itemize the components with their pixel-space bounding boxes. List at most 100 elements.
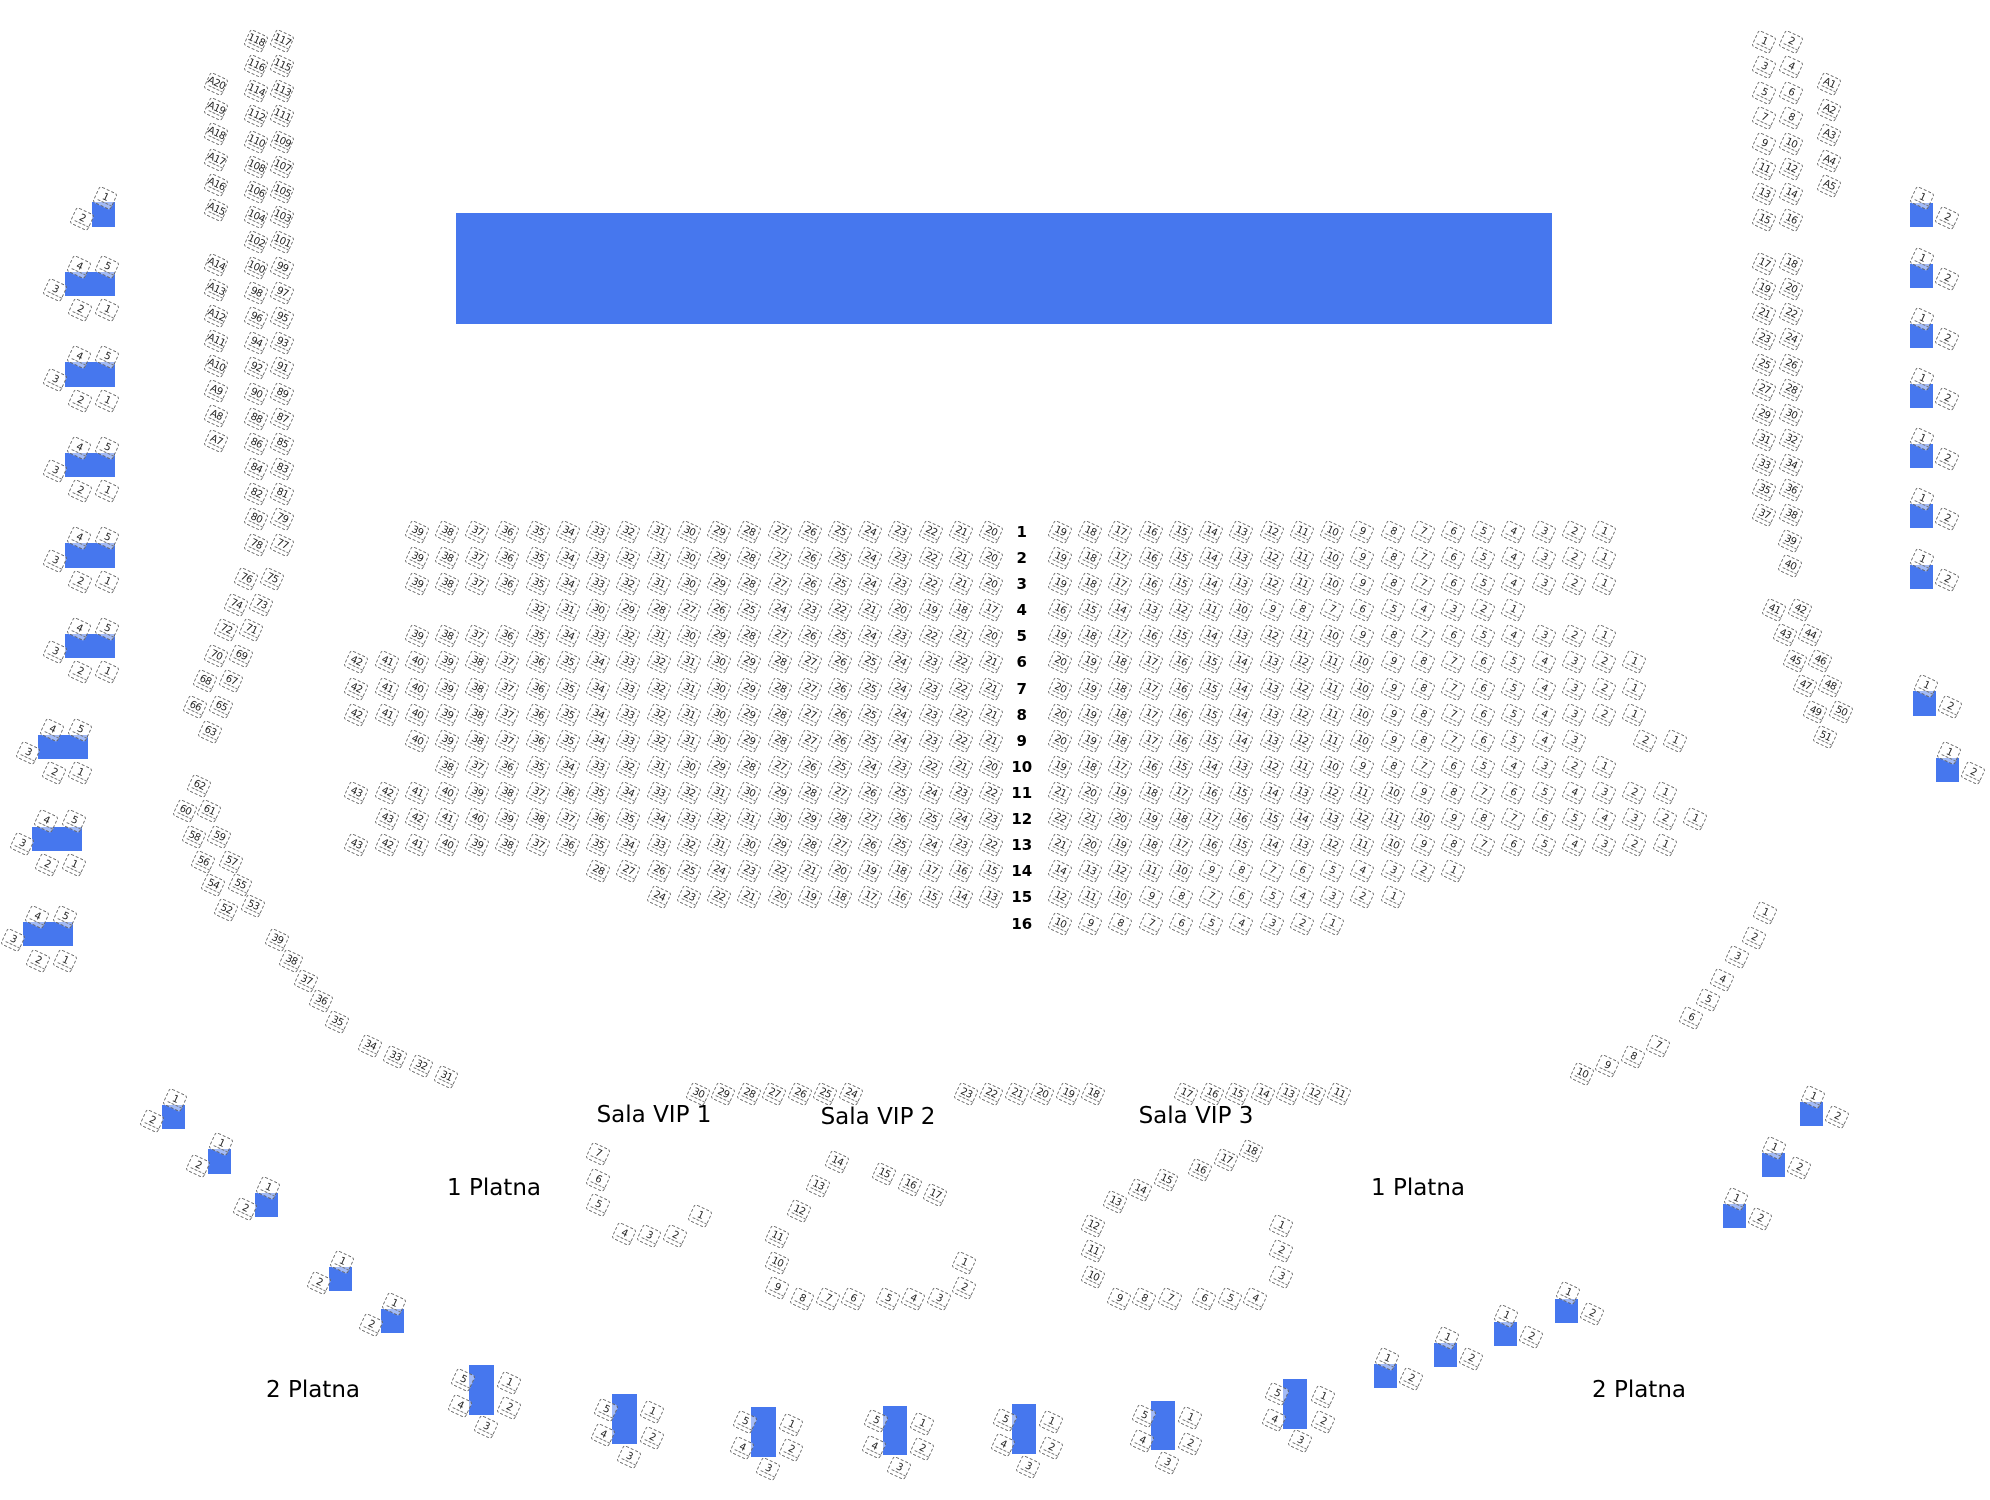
seat-row-4[interactable]: 4 xyxy=(1409,597,1436,623)
seat-row-10[interactable]: 17 xyxy=(1107,754,1134,780)
seat-row-10[interactable]: 11 xyxy=(1289,754,1315,780)
seat-row-11[interactable]: 31 xyxy=(706,780,732,806)
seat-row-8[interactable]: 12 xyxy=(1289,702,1315,728)
seat-row-6[interactable]: 23 xyxy=(917,650,944,675)
seat-row-14[interactable]: 11 xyxy=(1137,858,1164,884)
seat-row-10[interactable]: 19 xyxy=(1047,754,1073,780)
seat-balcony[interactable]: 95 xyxy=(269,305,295,331)
seat-row-2[interactable]: 19 xyxy=(1047,545,1073,571)
seat-row-13[interactable]: 1 xyxy=(1651,832,1678,858)
seat-balcony[interactable]: 60 xyxy=(172,798,198,824)
seat-balcony[interactable]: 48 xyxy=(1817,673,1844,699)
seat-row-14[interactable]: 28 xyxy=(585,858,611,884)
seat-box[interactable]: 23 xyxy=(952,1082,979,1107)
seat-row-4[interactable]: 21 xyxy=(857,597,884,623)
seat-row-2[interactable]: 2 xyxy=(1561,545,1587,571)
seat-row-4[interactable]: 22 xyxy=(827,597,853,623)
seat-balcony[interactable]: 14 xyxy=(1778,182,1804,207)
table-seat[interactable]: 2 xyxy=(1785,1156,1812,1181)
seat-row-11[interactable]: 9 xyxy=(1409,780,1436,806)
seat-row-14[interactable]: 6 xyxy=(1289,858,1315,884)
seat-row-12[interactable]: 8 xyxy=(1470,806,1497,832)
seat-balcony[interactable]: 93 xyxy=(269,330,295,356)
seat-row-3[interactable]: 36 xyxy=(494,571,521,597)
seat-row-10[interactable]: 32 xyxy=(615,754,642,780)
seat-row-2[interactable]: 12 xyxy=(1258,545,1285,571)
seat-row-9[interactable]: 13 xyxy=(1258,728,1285,754)
seat-row-11[interactable]: 42 xyxy=(373,780,400,806)
seat-row-12[interactable]: 13 xyxy=(1319,806,1345,832)
seat-row-10[interactable]: 3 xyxy=(1530,754,1557,780)
table-seat[interactable]: 3 xyxy=(41,277,68,302)
seat-row-6[interactable]: 1 xyxy=(1621,650,1648,675)
seat-balcony[interactable]: 16 xyxy=(1778,207,1804,233)
seat-row-15[interactable]: 5 xyxy=(1258,885,1285,910)
seat-row-6[interactable]: 31 xyxy=(675,650,702,675)
seat-row-11[interactable]: 36 xyxy=(555,780,581,806)
seat-row-13[interactable]: 24 xyxy=(917,832,944,858)
seat-box[interactable]: 13 xyxy=(1275,1082,1302,1107)
seat-row-10[interactable]: 24 xyxy=(857,754,884,780)
table-seat[interactable]: 2 xyxy=(138,1108,165,1134)
seat-row-15[interactable]: 11 xyxy=(1077,885,1104,910)
seat-row-12[interactable]: 30 xyxy=(766,806,793,832)
seat-row-6[interactable]: 35 xyxy=(555,650,581,675)
seat-row-11[interactable]: 10 xyxy=(1379,780,1406,806)
seat-row-5[interactable]: 4 xyxy=(1500,623,1527,649)
seat-balcony[interactable]: A19 xyxy=(202,96,229,122)
seat-row-2[interactable]: 27 xyxy=(766,545,793,571)
seat-row-2[interactable]: 15 xyxy=(1168,545,1194,571)
seat-balcony[interactable]: A17 xyxy=(202,147,229,172)
seat-row-5[interactable]: 24 xyxy=(857,623,884,649)
seat-row-12[interactable]: 41 xyxy=(434,806,460,832)
table[interactable] xyxy=(882,1405,907,1456)
seat-row-6[interactable]: 40 xyxy=(403,650,430,675)
seat-row-7[interactable]: 29 xyxy=(736,676,763,701)
seat-balcony[interactable]: 26 xyxy=(1778,352,1804,377)
seat-row-1[interactable]: 19 xyxy=(1047,519,1073,545)
seat-row-13[interactable]: 32 xyxy=(675,832,702,858)
seat-row-7[interactable]: 37 xyxy=(494,676,521,701)
seat-balcony[interactable]: 116 xyxy=(243,53,270,79)
seat-row-1[interactable]: 3 xyxy=(1530,519,1557,545)
seat-row-1[interactable]: 26 xyxy=(796,519,823,545)
seat-balcony[interactable]: A18 xyxy=(202,122,229,147)
seat-row-1[interactable]: 39 xyxy=(403,519,430,545)
seat-row-5[interactable]: 33 xyxy=(585,623,611,649)
seat-row-3[interactable]: 9 xyxy=(1349,571,1376,597)
seat-row-4[interactable]: 17 xyxy=(978,597,1005,623)
seat-row-12[interactable]: 5 xyxy=(1561,806,1587,832)
seat-row-11[interactable]: 22 xyxy=(978,780,1005,806)
seat-row-7[interactable]: 2 xyxy=(1591,676,1618,701)
seat-row-5[interactable]: 25 xyxy=(827,623,853,649)
seat-row-14[interactable]: 5 xyxy=(1319,858,1345,884)
table-seat[interactable]: 2 xyxy=(1397,1366,1424,1392)
table-seat[interactable]: 3 xyxy=(41,367,68,393)
table-seat[interactable]: 2 xyxy=(496,1395,522,1421)
seat-balcony[interactable]: A7 xyxy=(202,428,229,454)
seat-row-5[interactable]: 7 xyxy=(1409,623,1436,649)
seat-row-9[interactable]: 7 xyxy=(1440,728,1466,754)
seat-row-2[interactable]: 32 xyxy=(615,545,642,571)
seat-row-3[interactable]: 32 xyxy=(615,571,642,597)
seat-row-12[interactable]: 6 xyxy=(1530,806,1557,832)
table-seat[interactable]: 2 xyxy=(40,760,67,786)
seat-row-15[interactable]: 13 xyxy=(978,885,1005,910)
seat-row-14[interactable]: 22 xyxy=(766,858,793,884)
seat-row-6[interactable]: 12 xyxy=(1289,650,1315,675)
seat-row-7[interactable]: 36 xyxy=(524,676,551,701)
seat-row-5[interactable]: 3 xyxy=(1530,623,1557,649)
seat-row-8[interactable]: 40 xyxy=(403,702,430,728)
table-seat[interactable]: 1 xyxy=(52,948,78,973)
seat-row-10[interactable]: 33 xyxy=(585,754,611,780)
seat-row-16[interactable]: 4 xyxy=(1228,911,1255,936)
seat-row-8[interactable]: 1 xyxy=(1621,702,1648,728)
seat-row-11[interactable]: 26 xyxy=(857,780,884,806)
seat-balcony[interactable]: 38 xyxy=(1778,502,1804,528)
seat-row-5[interactable]: 39 xyxy=(403,623,430,649)
seat-balcony[interactable]: 7 xyxy=(1645,1033,1672,1059)
seat-row-7[interactable]: 21 xyxy=(978,676,1005,701)
seat-vip-3[interactable]: 8 xyxy=(1131,1286,1158,1311)
seat-balcony[interactable]: A12 xyxy=(202,303,229,328)
seat-row-5[interactable]: 30 xyxy=(675,623,702,649)
